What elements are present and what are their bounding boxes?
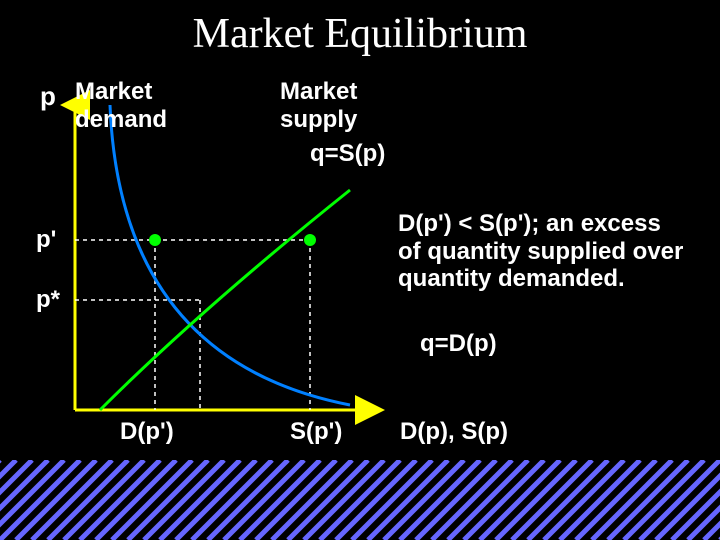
label-p: p	[40, 82, 56, 112]
label-pprime: p'	[36, 226, 56, 254]
marker-D-pprime	[149, 234, 161, 246]
label-excess: D(p') < S(p'); an excess of quantity sup…	[398, 210, 683, 293]
label-qDp: q=D(p)	[420, 330, 497, 358]
marker-S-pprime	[304, 234, 316, 246]
supply-curve	[100, 190, 350, 410]
label-demand: Market demand	[75, 78, 167, 133]
label-Dpprime: D(p')	[120, 418, 174, 446]
label-Spprime: S(p')	[290, 418, 342, 446]
label-qSp: q=S(p)	[310, 140, 385, 168]
label-xright: D(p), S(p)	[400, 418, 508, 446]
label-pstar: p*	[36, 286, 60, 314]
label-supply: Market supply	[280, 78, 357, 133]
bottom-hatch-decoration	[0, 460, 720, 540]
